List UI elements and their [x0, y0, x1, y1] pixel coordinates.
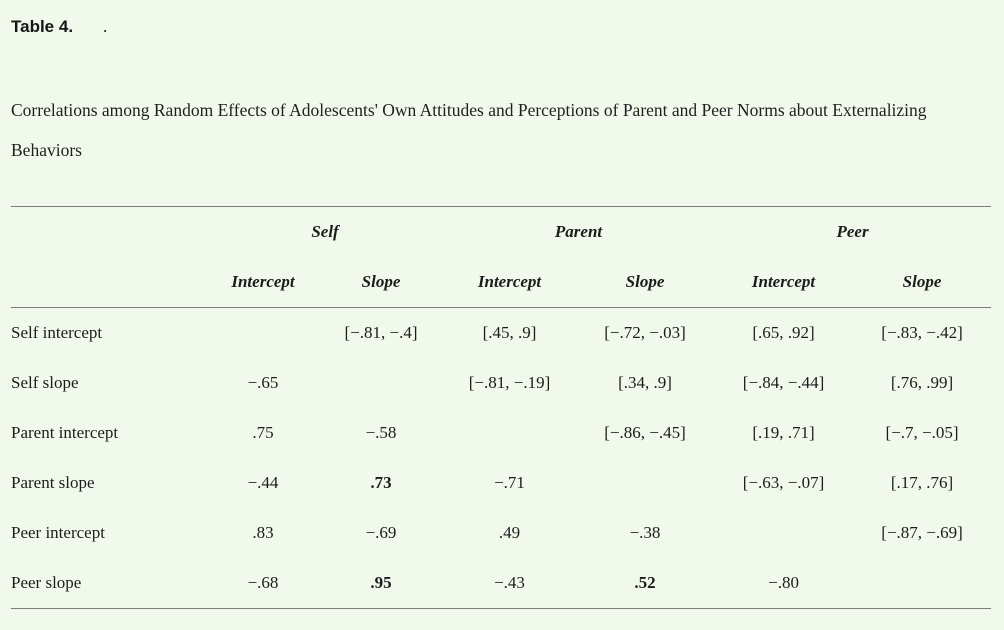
correlation-cell: [.65, .92] — [752, 323, 815, 342]
correlation-cell: [−.83, −.42] — [881, 323, 963, 342]
sub-header-parent-slope: Slope — [576, 257, 715, 308]
correlation-cell: −.65 — [247, 373, 279, 392]
table-row: Peer intercept .83 −.69 .49 −.38 [−.87, … — [11, 508, 991, 558]
correlation-cell: .95 — [319, 558, 444, 609]
correlation-cell: −.58 — [365, 423, 397, 442]
correlation-cell: [−.63, −.07] — [742, 473, 825, 492]
correlation-cell: −.38 — [629, 523, 661, 542]
row-label: Self slope — [11, 373, 79, 392]
table-row: Parent slope −.44 .73 −.71 [−.63, −.07] … — [11, 458, 991, 508]
group-header-peer: Peer — [714, 206, 992, 257]
correlation-cell: [−.81, −.4] — [344, 323, 418, 342]
correlation-cell: .49 — [498, 523, 521, 542]
group-header-row: Self Parent Peer — [11, 206, 992, 257]
sub-header-peer-intercept: Intercept — [714, 257, 854, 308]
correlation-cell: −.80 — [714, 558, 854, 609]
table-number-label: Table 4. — [11, 17, 74, 36]
correlation-cell: −.71 — [494, 473, 525, 492]
correlation-cell — [576, 458, 714, 508]
correlation-cell: −.44 — [247, 473, 279, 492]
correlation-cell: .73 — [370, 473, 392, 492]
row-label: Peer slope — [11, 558, 207, 609]
table-body: Self intercept [−.81, −.4] [.45, .9] [−.… — [11, 308, 992, 609]
correlation-cell — [853, 558, 992, 609]
correlation-cell: [−.86, −.45] — [604, 423, 686, 442]
correlation-cell: .83 — [252, 523, 274, 542]
paper-page: Table 4.. Correlations among Random Effe… — [11, 16, 992, 609]
correlation-cell: [.34, .9] — [618, 373, 672, 392]
correlation-cell: −.43 — [443, 558, 577, 609]
table-row: Self slope −.65 [−.81, −.19] [.34, .9] [… — [11, 358, 991, 408]
correlation-cell: −.69 — [365, 523, 397, 542]
correlation-cell: [−.72, −.03] — [604, 323, 686, 342]
table-title-row: Table 4.. — [11, 16, 990, 38]
correlation-table: Self Parent Peer Intercept Slope Interce… — [11, 206, 992, 609]
correlation-cell: .75 — [252, 423, 274, 442]
correlation-cell: [−.81, −.19] — [468, 373, 551, 392]
sub-header-row: Intercept Slope Intercept Slope Intercep… — [11, 257, 992, 308]
group-header-parent: Parent — [443, 206, 715, 257]
correlation-cell: [.45, .9] — [482, 323, 537, 342]
correlation-cell: [−.84, −.44] — [742, 373, 825, 392]
table-caption: Correlations among Random Effects of Ado… — [11, 100, 927, 160]
group-header-self: Self — [207, 206, 444, 257]
correlation-cell: [−.87, −.69] — [881, 523, 963, 542]
correlation-cell: [.76, .99] — [890, 373, 954, 392]
table-row: Peer slope −.68 .95 −.43 .52 −.80 — [11, 558, 992, 609]
correlation-cell — [443, 408, 576, 458]
sub-header-self-intercept: Intercept — [207, 257, 319, 308]
table-header: Self Parent Peer Intercept Slope Interce… — [11, 206, 992, 308]
correlation-cell: [.17, .76] — [890, 473, 954, 492]
sub-header-self-slope: Slope — [319, 257, 444, 308]
table-row: Self intercept [−.81, −.4] [.45, .9] [−.… — [11, 308, 991, 359]
corner-spacer — [11, 206, 207, 257]
correlation-cell: −.68 — [207, 558, 319, 609]
correlation-cell — [714, 508, 853, 558]
correlation-cell — [207, 308, 319, 359]
correlation-cell: [.19, .71] — [752, 423, 815, 442]
row-label: Peer intercept — [11, 523, 105, 542]
title-trailing-period: . — [103, 17, 108, 36]
table-row: Parent intercept .75 −.58 [−.86, −.45] [… — [11, 408, 991, 458]
sub-header-spacer — [11, 257, 207, 308]
correlation-cell: .52 — [576, 558, 715, 609]
row-label: Parent intercept — [11, 423, 119, 442]
correlation-cell — [319, 358, 443, 408]
row-label: Self intercept — [11, 323, 103, 342]
row-label: Parent slope — [11, 473, 95, 492]
correlation-cell: [−.7, −.05] — [885, 423, 959, 442]
sub-header-peer-slope: Slope — [853, 257, 992, 308]
sub-header-parent-intercept: Intercept — [443, 257, 577, 308]
